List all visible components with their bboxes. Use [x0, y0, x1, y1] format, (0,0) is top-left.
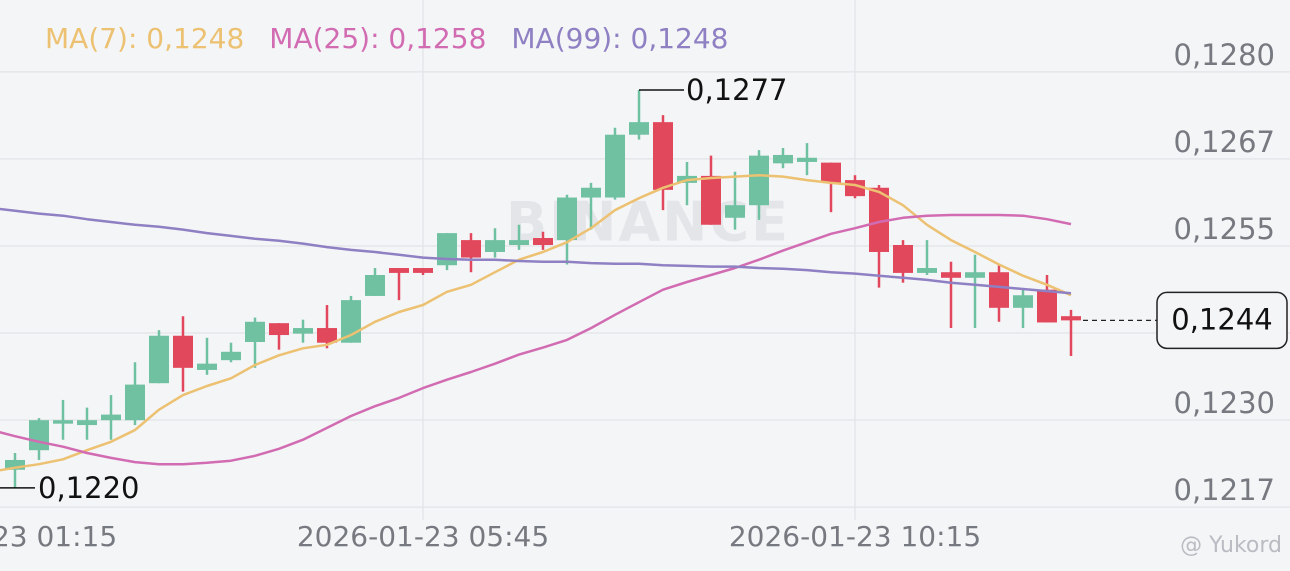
x-tick-label: 2026-01-23 10:15	[729, 520, 981, 553]
y-tick-label: 0,1230	[1174, 386, 1275, 420]
credit: @ Yukord	[1180, 533, 1282, 558]
last-price-label: 0,1244	[1171, 302, 1272, 336]
candle-body	[461, 240, 481, 258]
candle-body	[413, 268, 433, 273]
last-price-box	[1156, 291, 1288, 350]
candle-body	[533, 238, 553, 245]
candle-body	[653, 122, 673, 190]
high-label: 0,1277	[686, 73, 787, 107]
candle-body	[149, 335, 169, 384]
candle-body	[917, 268, 937, 273]
candle-body	[557, 197, 577, 241]
candle-body	[893, 244, 913, 273]
candle-body	[605, 134, 625, 198]
ma-line	[0, 173, 1072, 472]
y-tick-label: 0,1267	[1174, 125, 1275, 159]
candle-body	[197, 363, 217, 370]
candle-body	[29, 420, 49, 451]
candle-body	[797, 157, 817, 162]
candle-body	[389, 268, 409, 273]
candle-body	[1013, 295, 1033, 308]
candle-body	[989, 272, 1009, 308]
low-label: 0,1220	[38, 471, 139, 505]
candle-body	[77, 420, 97, 426]
candle-body	[245, 321, 265, 343]
marks	[0, 90, 1081, 488]
candle-body	[749, 155, 769, 206]
candle-body	[101, 414, 121, 421]
ma-line	[0, 213, 1072, 466]
candle-body	[437, 233, 457, 266]
candle-body	[1037, 289, 1057, 323]
candle-body	[725, 205, 745, 218]
x-tick-label: 2026-01-23 01:15	[0, 520, 117, 553]
candle-body	[509, 240, 529, 245]
x-tick-label: 2026-01-23 05:45	[297, 520, 549, 553]
candle-body	[965, 272, 985, 278]
candle-body	[629, 122, 649, 135]
candle-body	[221, 351, 241, 361]
candle-body	[5, 459, 25, 470]
watermark: BINANCE	[506, 191, 790, 254]
candle-body	[293, 328, 313, 334]
candle-body	[701, 175, 721, 225]
candle-body	[53, 420, 73, 424]
legend-entry: MA(99): 0,1248	[511, 22, 728, 55]
legend: MA(7): 0,1248 MA(25): 0,1258 MA(99): 0,124…	[45, 22, 729, 55]
legend-entry: MA(7): 0,1248	[45, 22, 244, 55]
ma-line	[0, 207, 1072, 295]
candle-body	[941, 272, 961, 278]
candle-body	[869, 187, 889, 252]
legend-entry: MA(25): 0,1258	[269, 22, 486, 55]
candle-body	[581, 187, 601, 198]
y-tick-label: 0,1217	[1174, 473, 1275, 507]
candle-body	[773, 154, 793, 164]
candle-body	[485, 240, 505, 252]
candle-body	[365, 275, 385, 296]
candle-body	[125, 384, 145, 421]
candle-body	[821, 162, 841, 183]
overlay: 0,1277 0,1220 0,1244	[0, 73, 1288, 505]
candle-body	[317, 328, 337, 343]
candle-body	[173, 335, 193, 368]
candle-body	[1061, 316, 1081, 321]
y-tick-label: 0,1255	[1174, 212, 1275, 246]
y-tick-label: 0,1280	[1174, 38, 1275, 72]
candle-body	[269, 323, 289, 336]
